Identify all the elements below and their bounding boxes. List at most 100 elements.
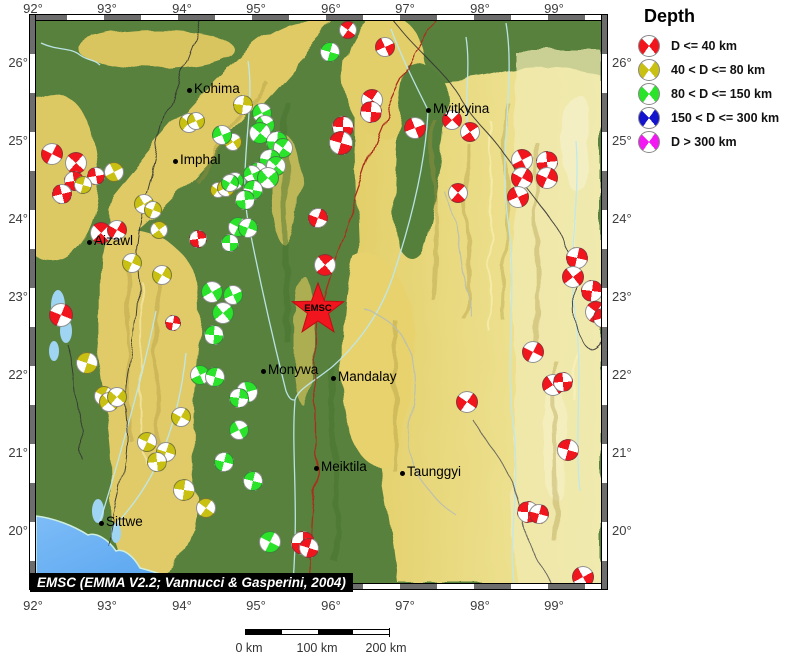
axis-tick-label: 94° (172, 598, 192, 613)
focal-mechanism-beachball-shallow (41, 143, 63, 165)
focal-mechanism-beachball-deep (221, 174, 239, 192)
axis-tick-label: 93° (97, 598, 117, 613)
focal-mechanism-beachball-shallow (360, 101, 382, 123)
city-layer: Kohima Imphal Aizawl Myitkyina Monywa Mandala… (36, 21, 601, 583)
focal-mechanism-beachball-deep (223, 285, 243, 305)
focal-mechanism-beachball-shallow (553, 372, 573, 392)
scale-segment (246, 630, 282, 634)
axis-tick-label: 24° (8, 211, 28, 226)
legend-item: 150 < D <= 300 km (638, 106, 779, 130)
focal-mechanism-beachball-mid (74, 176, 92, 194)
scale-segment (281, 630, 318, 634)
focal-mechanism-beachball-shallow (308, 208, 328, 228)
focal-mechanism-beachball-shallow (339, 21, 357, 39)
focal-mechanism-beachball-mid (171, 407, 191, 427)
focal-mechanism-beachball-mid (187, 112, 205, 130)
city-dot (260, 368, 266, 374)
focal-mechanism-beachball-mid (233, 95, 253, 115)
axis-tick-label: 20° (8, 523, 28, 538)
scale-label: 100 km (296, 641, 338, 654)
focal-mechanism-beachball-shallow (442, 110, 462, 130)
beachball-icon (638, 107, 660, 129)
focal-mechanism-beachball-shallow (404, 117, 426, 139)
focal-mechanism-beachball-shallow (557, 439, 579, 461)
city-label: Mandalay (338, 369, 397, 384)
legend-item-label: 40 < D <= 80 km (671, 63, 766, 77)
city-dot (425, 107, 431, 113)
city-dot (86, 239, 92, 245)
axis-tick-label: 24° (612, 211, 632, 226)
city-dot (313, 465, 319, 471)
axis-tick-label: 96° (321, 598, 341, 613)
axis-tick-label: 25° (8, 133, 28, 148)
focal-mechanism-beachball-deep (259, 531, 281, 553)
city-label: Imphal (180, 152, 221, 167)
axis-tick-label: 20° (612, 523, 632, 538)
legend-item: 40 < D <= 80 km (638, 58, 779, 82)
focal-mechanism-beachball-deep (212, 125, 232, 145)
city-dot (330, 375, 336, 381)
focal-mechanism-beachball-mid (107, 387, 127, 407)
focal-mechanism-beachball-mid (76, 352, 98, 374)
axis-tick-label: 23° (8, 289, 28, 304)
legend-item-label: D > 300 km (671, 135, 737, 149)
map-canvas: EMSC Kohima Imphal Aizawl Myitkyina Monywa Ma… (35, 20, 602, 584)
focal-mechanism-beachball-shallow (572, 566, 594, 583)
focal-mechanism-beachball-shallow (529, 504, 549, 524)
beachball-icon (638, 83, 660, 105)
focal-mechanism-beachball-shallow (448, 183, 468, 203)
focal-mechanism-beachball-shallow (49, 303, 73, 327)
focal-mechanism-beachball-shallow (165, 315, 181, 331)
focal-mechanism-beachball-deep (214, 452, 234, 472)
axis-tick-label: 26° (8, 55, 28, 70)
focal-mechanism-beachball-shallow (562, 266, 584, 288)
axis-tick-label: 98° (470, 598, 490, 613)
map-caption: EMSC (EMMA V2.2; Vannucci & Gasperini, 2… (30, 573, 353, 592)
axis-tick-label: 21° (612, 445, 632, 460)
axis-tick-label: 25° (612, 133, 632, 148)
focal-mechanism-beachball-deep (204, 325, 224, 345)
focal-mechanism-beachball-mid (137, 432, 157, 452)
map-frame-right (601, 14, 608, 590)
axis-tick-label: 99° (544, 598, 564, 613)
focal-mechanism-beachball-mid (144, 201, 162, 219)
beachball-icon (638, 131, 660, 153)
city-label: Monywa (268, 362, 319, 377)
focal-mechanism-beachball-mid (196, 498, 216, 518)
axis-tick-label: 22° (8, 367, 28, 382)
scale-label: 0 km (235, 641, 263, 654)
legend-item-label: 80 < D <= 150 km (671, 87, 773, 101)
city-label: Taunggyi (407, 464, 462, 479)
focal-mechanism-beachball-shallow (52, 184, 72, 204)
star-icon (290, 281, 346, 333)
axis-tick-label: 22° (612, 367, 632, 382)
axis-tick-label: 21° (8, 445, 28, 460)
axis-tick-label: 26° (612, 55, 632, 70)
axis-tick-label: 23° (612, 289, 632, 304)
emsc-event-star: EMSC (290, 281, 346, 333)
scale-tick (389, 628, 390, 637)
focal-mechanism-beachball-mid (122, 253, 142, 273)
focal-mechanism-beachball-mid (152, 265, 172, 285)
focal-mechanism-beachball-shallow (299, 538, 319, 558)
focal-mechanism-beachball-shallow (522, 341, 544, 363)
beachball-layer (36, 21, 601, 583)
axis-tick-label: 97° (395, 598, 415, 613)
focal-mechanism-beachball-mid (173, 479, 195, 501)
legend-item-label: D <= 40 km (671, 39, 738, 53)
focal-mechanism-beachball-deep (201, 281, 223, 303)
focal-mechanism-beachball-shallow (107, 220, 127, 240)
focal-mechanism-beachball-shallow (329, 131, 353, 155)
star-label: EMSC (304, 303, 332, 314)
beachball-icon (638, 35, 660, 57)
focal-mechanism-beachball-deep (238, 218, 258, 238)
legend-title: Depth (644, 6, 695, 26)
legend-items: D <= 40 km 40 < D <= 80 km 80 < D <= 150 k… (638, 34, 779, 154)
depth-legend: Depth D <= 40 km 40 < D <= 80 km 80 < D <=… (638, 6, 779, 154)
city-label: Kohima (194, 81, 240, 96)
focal-mechanism-beachball-deep (243, 471, 263, 491)
city-label: Aizawl (94, 233, 134, 248)
legend-item: D <= 40 km (638, 34, 779, 58)
city-label: Sittwe (106, 514, 143, 529)
